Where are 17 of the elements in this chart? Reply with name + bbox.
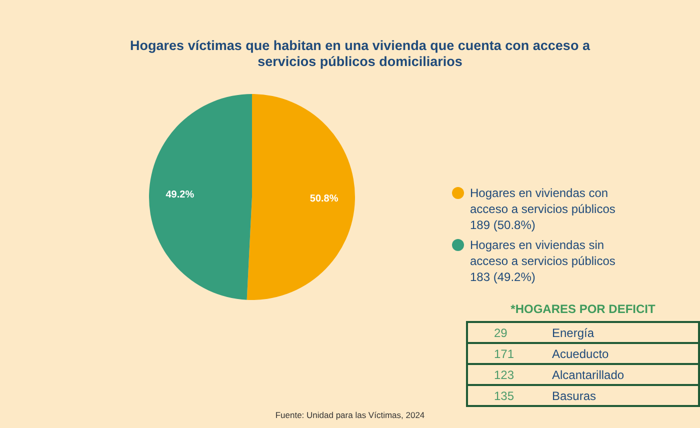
source-note: Fuente: Unidad para las Víctimas, 2024 (274, 410, 426, 420)
legend-label: Hogares en viviendas sin acceso a servicios públicos 183 (49.2%) (470, 237, 616, 285)
data-label: 171 (493, 346, 516, 360)
text: *HOGARES POR DEFICIT (510, 302, 656, 316)
chart-title: Hogares víctimas que habitan en una vivienda que cuenta con acceso a servicios públicos domiciliarios (129, 38, 592, 70)
pie-slice (246, 94, 355, 300)
data-label: 135 (493, 388, 516, 402)
category-label: Alcantarillado (552, 368, 624, 382)
category-label: Energía (552, 326, 594, 340)
data-label: 50.8% (310, 193, 338, 204)
data-label: 29 (493, 326, 508, 340)
data-label: 123 (493, 368, 516, 382)
legend-label: Hogares en viviendas con acceso a servicios públicos 189 (50.8%) (470, 185, 616, 233)
pie-slice (149, 94, 252, 300)
category-label: Basuras (552, 388, 596, 402)
data-label: 49.2% (166, 190, 194, 201)
category-label: Acueducto (552, 346, 609, 360)
